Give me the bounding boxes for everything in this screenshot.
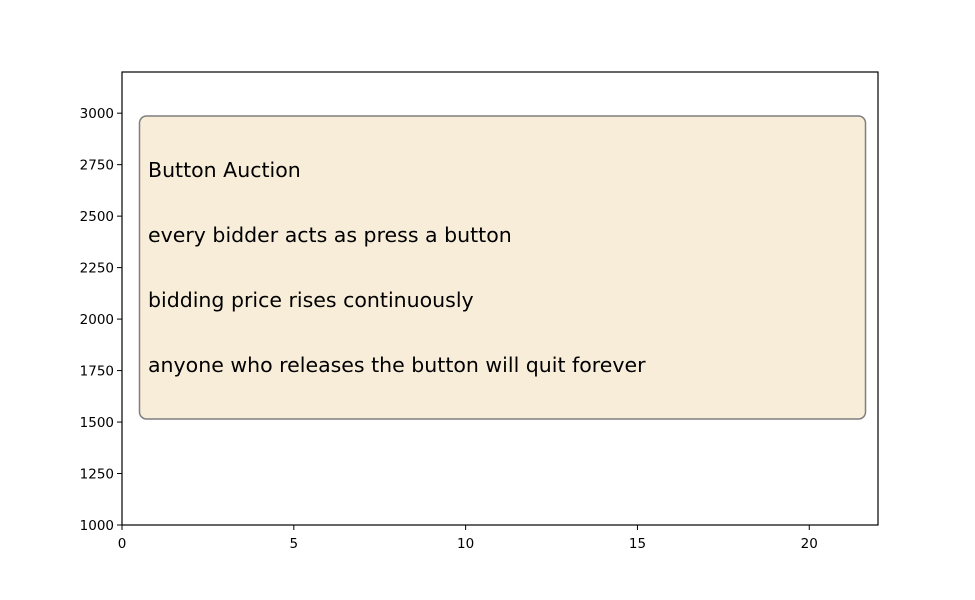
y-tick-label: 2500 — [80, 209, 114, 225]
y-tick-label: 2750 — [80, 158, 114, 174]
x-tick-label: 15 — [629, 536, 646, 552]
annotation-heading: Button Auction — [148, 158, 301, 182]
x-tick-label: 10 — [457, 536, 474, 552]
y-tick-label: 1250 — [80, 467, 114, 483]
annotation-line: bidding price rises continuously — [148, 288, 474, 312]
x-tick-label: 20 — [801, 536, 818, 552]
annotation-box-background — [138, 115, 867, 420]
annotation-line: anyone who releases the button will quit… — [148, 353, 646, 377]
plot-frame — [121, 71, 879, 526]
annotation-line: every bidder acts as press a button — [148, 223, 512, 247]
y-tick-label: 1750 — [80, 364, 114, 380]
annotation-box: Button Auction every bidder acts as press… — [138, 115, 867, 420]
x-tick-label: 5 — [290, 536, 299, 552]
y-tick-label: 2000 — [80, 312, 114, 328]
y-tick-label: 2250 — [80, 261, 114, 277]
y-tick-label: 1000 — [80, 518, 114, 534]
y-tick-label: 3000 — [80, 106, 114, 122]
x-tick-label: 0 — [118, 536, 127, 552]
y-tick-label: 1500 — [80, 415, 114, 431]
axis-ticks: 0 5 10 15 20 1000 1250 1500 1750 2000 2250 2500 2750… — [80, 106, 818, 552]
